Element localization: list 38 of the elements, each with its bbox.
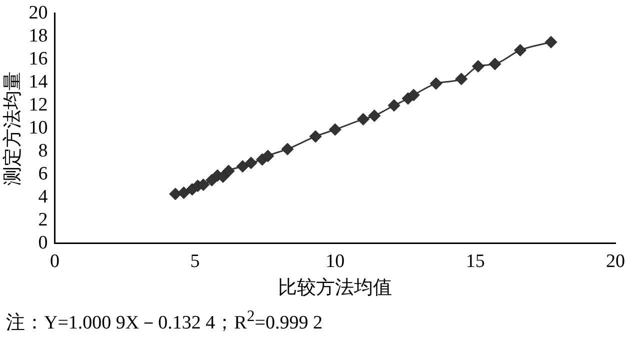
point: [262, 150, 274, 162]
y-tick-label: 10: [28, 117, 48, 138]
point: [368, 110, 381, 122]
point: [328, 123, 342, 136]
y-tick-label: 12: [28, 94, 48, 116]
point: [544, 36, 558, 48]
x-axis-title: 比较方法均值: [278, 276, 392, 299]
y-tick-label: 6: [38, 163, 48, 184]
y-tick-label: 20: [28, 2, 48, 24]
y-tick-label: 2: [38, 209, 48, 230]
point: [356, 112, 370, 126]
y-axis-title: 测定方法均量: [1, 71, 24, 186]
x-tick-label: 15: [466, 250, 485, 272]
point: [309, 130, 322, 143]
y-tick-label: 14: [28, 71, 48, 92]
y-tick-label: 0: [38, 232, 48, 254]
point: [281, 142, 294, 156]
y-tick-label: 16: [28, 48, 48, 70]
point: [388, 99, 400, 112]
x-tick-label: 20: [606, 250, 625, 272]
point: [455, 72, 468, 86]
point: [222, 164, 235, 178]
y-tick-label: 18: [28, 25, 48, 46]
point: [244, 156, 258, 170]
y-tick-label: 4: [38, 186, 48, 208]
x-tick-label: 5: [190, 250, 200, 272]
point: [216, 170, 230, 183]
y-tick-label: 8: [38, 140, 48, 162]
x-tick-label: 10: [326, 250, 345, 272]
text: 注：Y=1.000 9X－0.132 4；R$^{2}$=0.999 2: [6, 308, 322, 336]
point: [407, 88, 420, 102]
point: [236, 160, 249, 173]
point: [197, 178, 210, 191]
point: [430, 77, 442, 90]
point: [488, 58, 502, 70]
point: [178, 186, 190, 200]
point: [472, 60, 484, 73]
point: [514, 44, 526, 56]
